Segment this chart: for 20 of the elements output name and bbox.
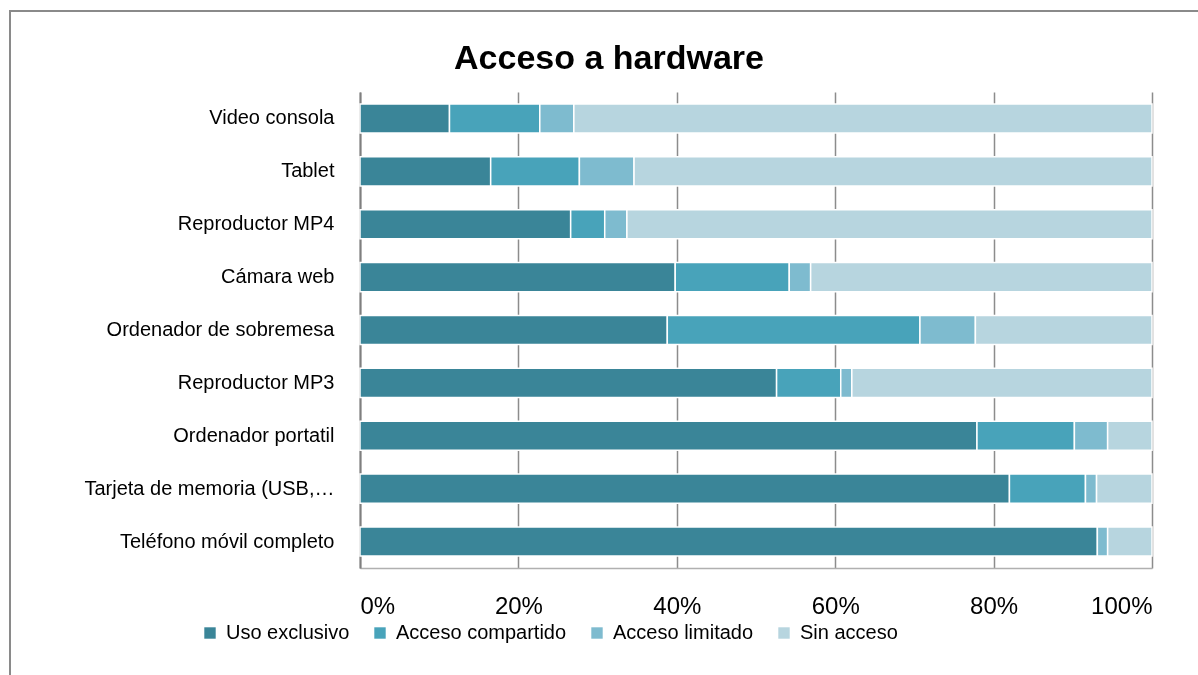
chart-title: Acceso a hardware [454,38,764,76]
y-tick-label: Cámara web [221,265,335,288]
x-tick-label: 0% [360,591,396,619]
y-tick-label: Tarjeta de memoria (USB,… [84,476,335,499]
x-tick-label: 80% [970,591,1019,619]
x-tick-label: 20% [494,591,543,619]
legend-label: Sin acceso [800,621,898,643]
x-tick-label: 60% [811,591,860,619]
y-tick-label: Reproductor MP4 [177,212,335,235]
legend-label: Acceso compartido [396,621,567,643]
y-tick-label: Video consola [209,106,336,129]
x-tick-label: 40% [653,591,702,619]
y-tick-label: Teléfono móvil completo [119,529,335,552]
y-tick-label: Tablet [281,159,335,182]
y-tick-label: Reproductor MP3 [177,370,335,393]
y-tick-label: Ordenador portatil [173,423,335,446]
legend-label: Uso exclusivo [226,621,350,643]
legend-label: Acceso limitado [613,621,754,643]
y-tick-label: Ordenador de sobremesa [106,318,336,340]
x-tick-label: 100% [1091,591,1153,619]
